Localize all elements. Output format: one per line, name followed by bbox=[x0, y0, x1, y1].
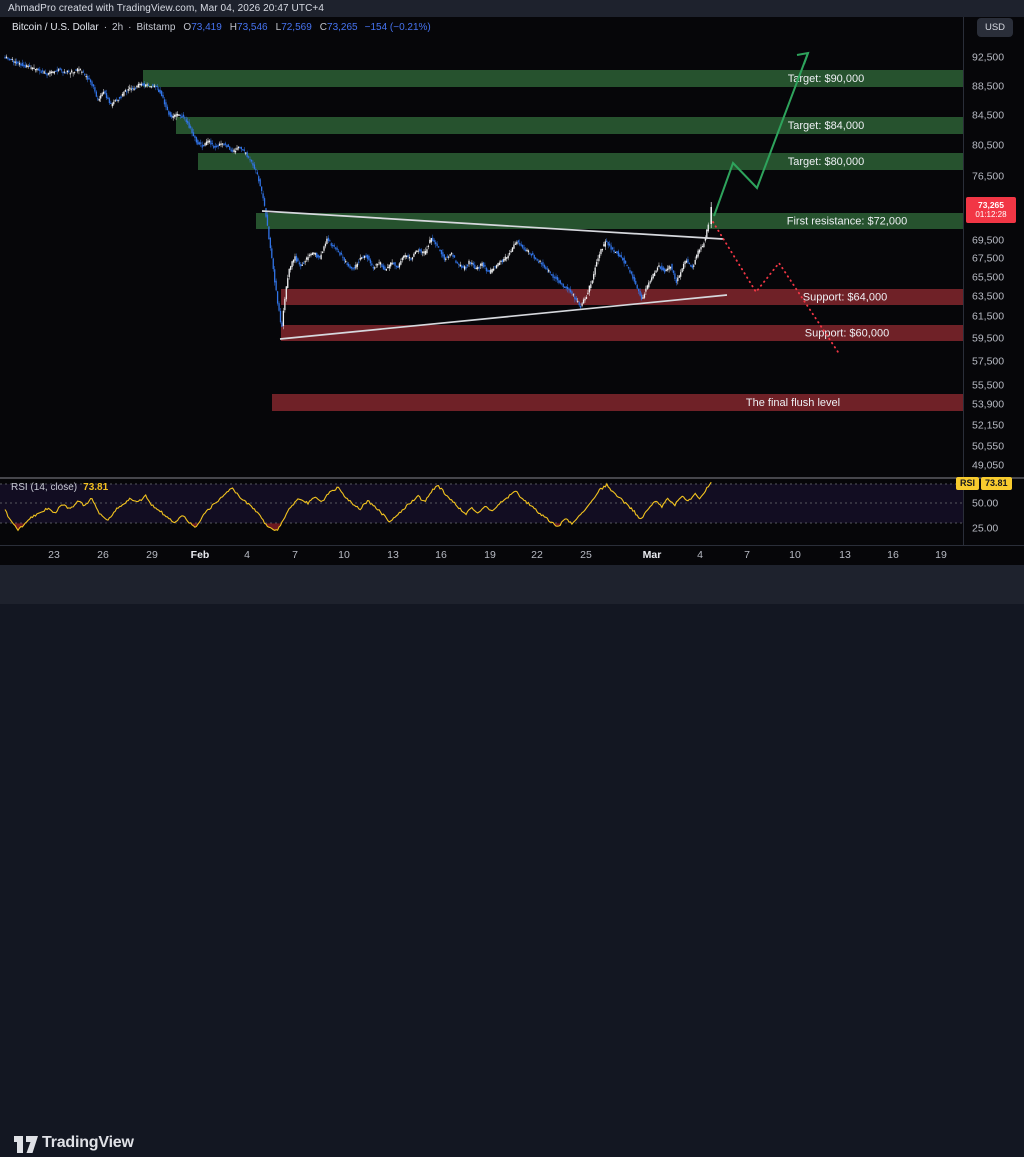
interval-label[interactable]: 2h bbox=[112, 21, 124, 33]
price-tick-label: 49,050 bbox=[972, 460, 1004, 472]
ascending-support-trendline[interactable] bbox=[279, 294, 728, 340]
time-tick-label: 10 bbox=[338, 549, 350, 561]
level-label: Target: $90,000 bbox=[788, 73, 864, 85]
level-label: Support: $64,000 bbox=[803, 292, 887, 304]
time-tick-label: 19 bbox=[484, 549, 496, 561]
level-band-support[interactable] bbox=[281, 325, 963, 341]
level-band-support[interactable] bbox=[281, 289, 963, 305]
level-label: Support: $60,000 bbox=[805, 328, 889, 340]
exchange-label: Bitstamp bbox=[136, 21, 176, 33]
rsi-axis-label: 50.00 bbox=[972, 498, 998, 510]
ohlc-close: C73,265 bbox=[319, 21, 358, 33]
time-tick-label: 10 bbox=[789, 549, 801, 561]
price-tick-label: 67,500 bbox=[972, 253, 1004, 265]
price-tick-label: 76,500 bbox=[972, 171, 1004, 183]
ohlc-low: L72,569 bbox=[275, 21, 312, 33]
level-band-target[interactable] bbox=[198, 153, 963, 170]
arrow-head-icon bbox=[796, 51, 810, 65]
price-tick-label: 57,500 bbox=[972, 356, 1004, 368]
symbol-title[interactable]: Bitcoin / U.S. Dollar bbox=[12, 21, 99, 33]
time-tick-label: 29 bbox=[146, 549, 158, 561]
rsi-axis-value-badge: 73.81 bbox=[981, 477, 1012, 490]
legend-separator: · bbox=[128, 21, 132, 33]
price-tick-label: 69,500 bbox=[972, 235, 1004, 247]
price-tick-label: 52,150 bbox=[972, 420, 1004, 432]
level-band-target[interactable] bbox=[143, 70, 963, 87]
time-tick-label: 4 bbox=[244, 549, 250, 561]
price-tick-label: 92,500 bbox=[972, 52, 1004, 64]
rsi-axis-badges: RSI 73.81 bbox=[956, 477, 1012, 490]
time-tick-label: Mar bbox=[643, 549, 662, 561]
rsi-indicator-value: 73.81 bbox=[83, 482, 109, 493]
time-tick-label: 13 bbox=[839, 549, 851, 561]
time-tick-label: 19 bbox=[935, 549, 947, 561]
price-tick-label: 50,550 bbox=[972, 441, 1004, 453]
candles bbox=[4, 54, 713, 330]
time-tick-label: 16 bbox=[435, 549, 447, 561]
descending-resistance-trendline[interactable] bbox=[261, 210, 724, 240]
last-price-value: 73,265 bbox=[978, 199, 1004, 210]
rsi-indicator-label[interactable]: RSI (14, close) bbox=[11, 482, 78, 493]
currency-toggle-button[interactable]: USD bbox=[977, 18, 1013, 37]
time-tick-label: 16 bbox=[887, 549, 899, 561]
time-tick-label: 13 bbox=[387, 549, 399, 561]
price-axis-scale[interactable] bbox=[963, 17, 1024, 545]
level-label: The final flush level bbox=[746, 397, 840, 409]
time-tick-label: 26 bbox=[97, 549, 109, 561]
top-credit-bar: AhmadPro created with TradingView.com, M… bbox=[0, 0, 1024, 17]
level-band-target[interactable] bbox=[176, 117, 963, 134]
price-tick-label: 53,900 bbox=[972, 399, 1004, 411]
tradingview-brand-text[interactable]: TradingView bbox=[42, 1134, 134, 1151]
credit-text: AhmadPro created with TradingView.com, M… bbox=[8, 3, 325, 14]
time-tick-label: Feb bbox=[191, 549, 210, 561]
last-price-badge: 73,265 01:12:28 bbox=[966, 197, 1016, 223]
time-tick-label: 4 bbox=[697, 549, 703, 561]
bar-countdown: 01:12:28 bbox=[975, 210, 1007, 220]
level-band-support[interactable] bbox=[272, 394, 963, 411]
rsi-axis-label-badge: RSI bbox=[956, 477, 980, 490]
time-tick-label: 7 bbox=[744, 549, 750, 561]
rsi-line bbox=[4, 481, 712, 532]
price-tick-label: 88,500 bbox=[972, 81, 1004, 93]
price-tick-label: 61,500 bbox=[972, 311, 1004, 323]
rsi-legend[interactable]: RSI (14, close) 73.81 bbox=[11, 482, 108, 493]
time-tick-label: 7 bbox=[292, 549, 298, 561]
chart-canvas[interactable]: Target: $90,000 Target: $84,000 Target: $8… bbox=[0, 0, 1024, 604]
time-tick-label: 23 bbox=[48, 549, 60, 561]
bullish-projection-arrow[interactable] bbox=[713, 52, 809, 217]
level-label: First resistance: $72,000 bbox=[787, 216, 907, 228]
time-tick-label: 22 bbox=[531, 549, 543, 561]
ohlc-open: O73,419 bbox=[183, 21, 222, 33]
price-tick-label: 84,500 bbox=[972, 110, 1004, 122]
legend-separator: · bbox=[103, 21, 108, 33]
level-label: Target: $80,000 bbox=[788, 156, 864, 168]
footer-bar: TradingView bbox=[0, 565, 1024, 1153]
time-axis-scale[interactable] bbox=[0, 545, 963, 565]
price-tick-label: 65,500 bbox=[972, 272, 1004, 284]
rsi-axis-label: 25.00 bbox=[972, 523, 998, 535]
price-change: −154 (−0.21%) bbox=[364, 21, 431, 33]
time-tick-label: 25 bbox=[580, 549, 592, 561]
price-tick-label: 59,500 bbox=[972, 333, 1004, 345]
price-tick-label: 63,500 bbox=[972, 291, 1004, 303]
symbol-legend[interactable]: Bitcoin / U.S. Dollar · 2h · Bitstamp O7… bbox=[12, 20, 431, 34]
bearish-projection-dotted[interactable] bbox=[712, 221, 839, 353]
level-label: Target: $84,000 bbox=[788, 120, 864, 132]
level-band-resistance[interactable] bbox=[256, 213, 963, 229]
price-tick-label: 55,500 bbox=[972, 380, 1004, 392]
ohlc-high: H73,546 bbox=[229, 21, 268, 33]
price-tick-label: 80,500 bbox=[972, 140, 1004, 152]
